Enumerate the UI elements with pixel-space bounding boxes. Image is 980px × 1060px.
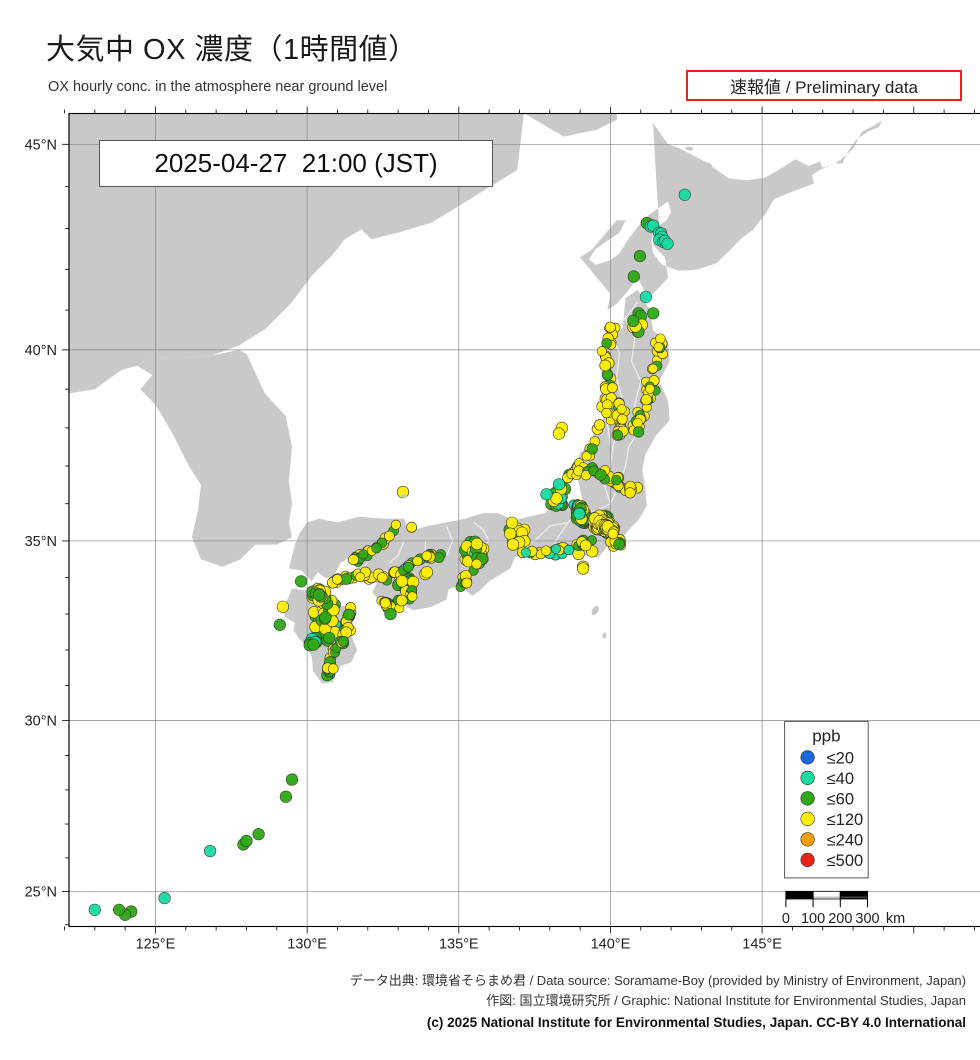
svg-text:300: 300 xyxy=(855,911,879,927)
svg-text:≤240: ≤240 xyxy=(827,831,864,849)
svg-text:25°N: 25°N xyxy=(25,884,57,900)
svg-text:≤120: ≤120 xyxy=(827,811,864,829)
svg-text:≤40: ≤40 xyxy=(827,770,854,788)
svg-text:100: 100 xyxy=(801,911,825,927)
svg-text:130°E: 130°E xyxy=(287,937,327,953)
svg-text:≤20: ≤20 xyxy=(827,749,854,767)
svg-text:≤60: ≤60 xyxy=(827,790,854,808)
svg-text:≤500: ≤500 xyxy=(827,852,864,870)
svg-text:40°N: 40°N xyxy=(25,343,57,359)
svg-text:35°N: 35°N xyxy=(25,534,57,550)
svg-text:45°N: 45°N xyxy=(25,137,57,153)
svg-text:ppb: ppb xyxy=(812,726,840,745)
svg-text:145°E: 145°E xyxy=(742,937,782,953)
svg-text:200: 200 xyxy=(828,911,852,927)
svg-text:135°E: 135°E xyxy=(439,937,479,953)
svg-text:140°E: 140°E xyxy=(591,937,631,953)
svg-text:30°N: 30°N xyxy=(25,714,57,730)
svg-text:0: 0 xyxy=(782,911,790,927)
svg-text:125°E: 125°E xyxy=(136,937,176,953)
svg-text:km: km xyxy=(886,911,905,927)
